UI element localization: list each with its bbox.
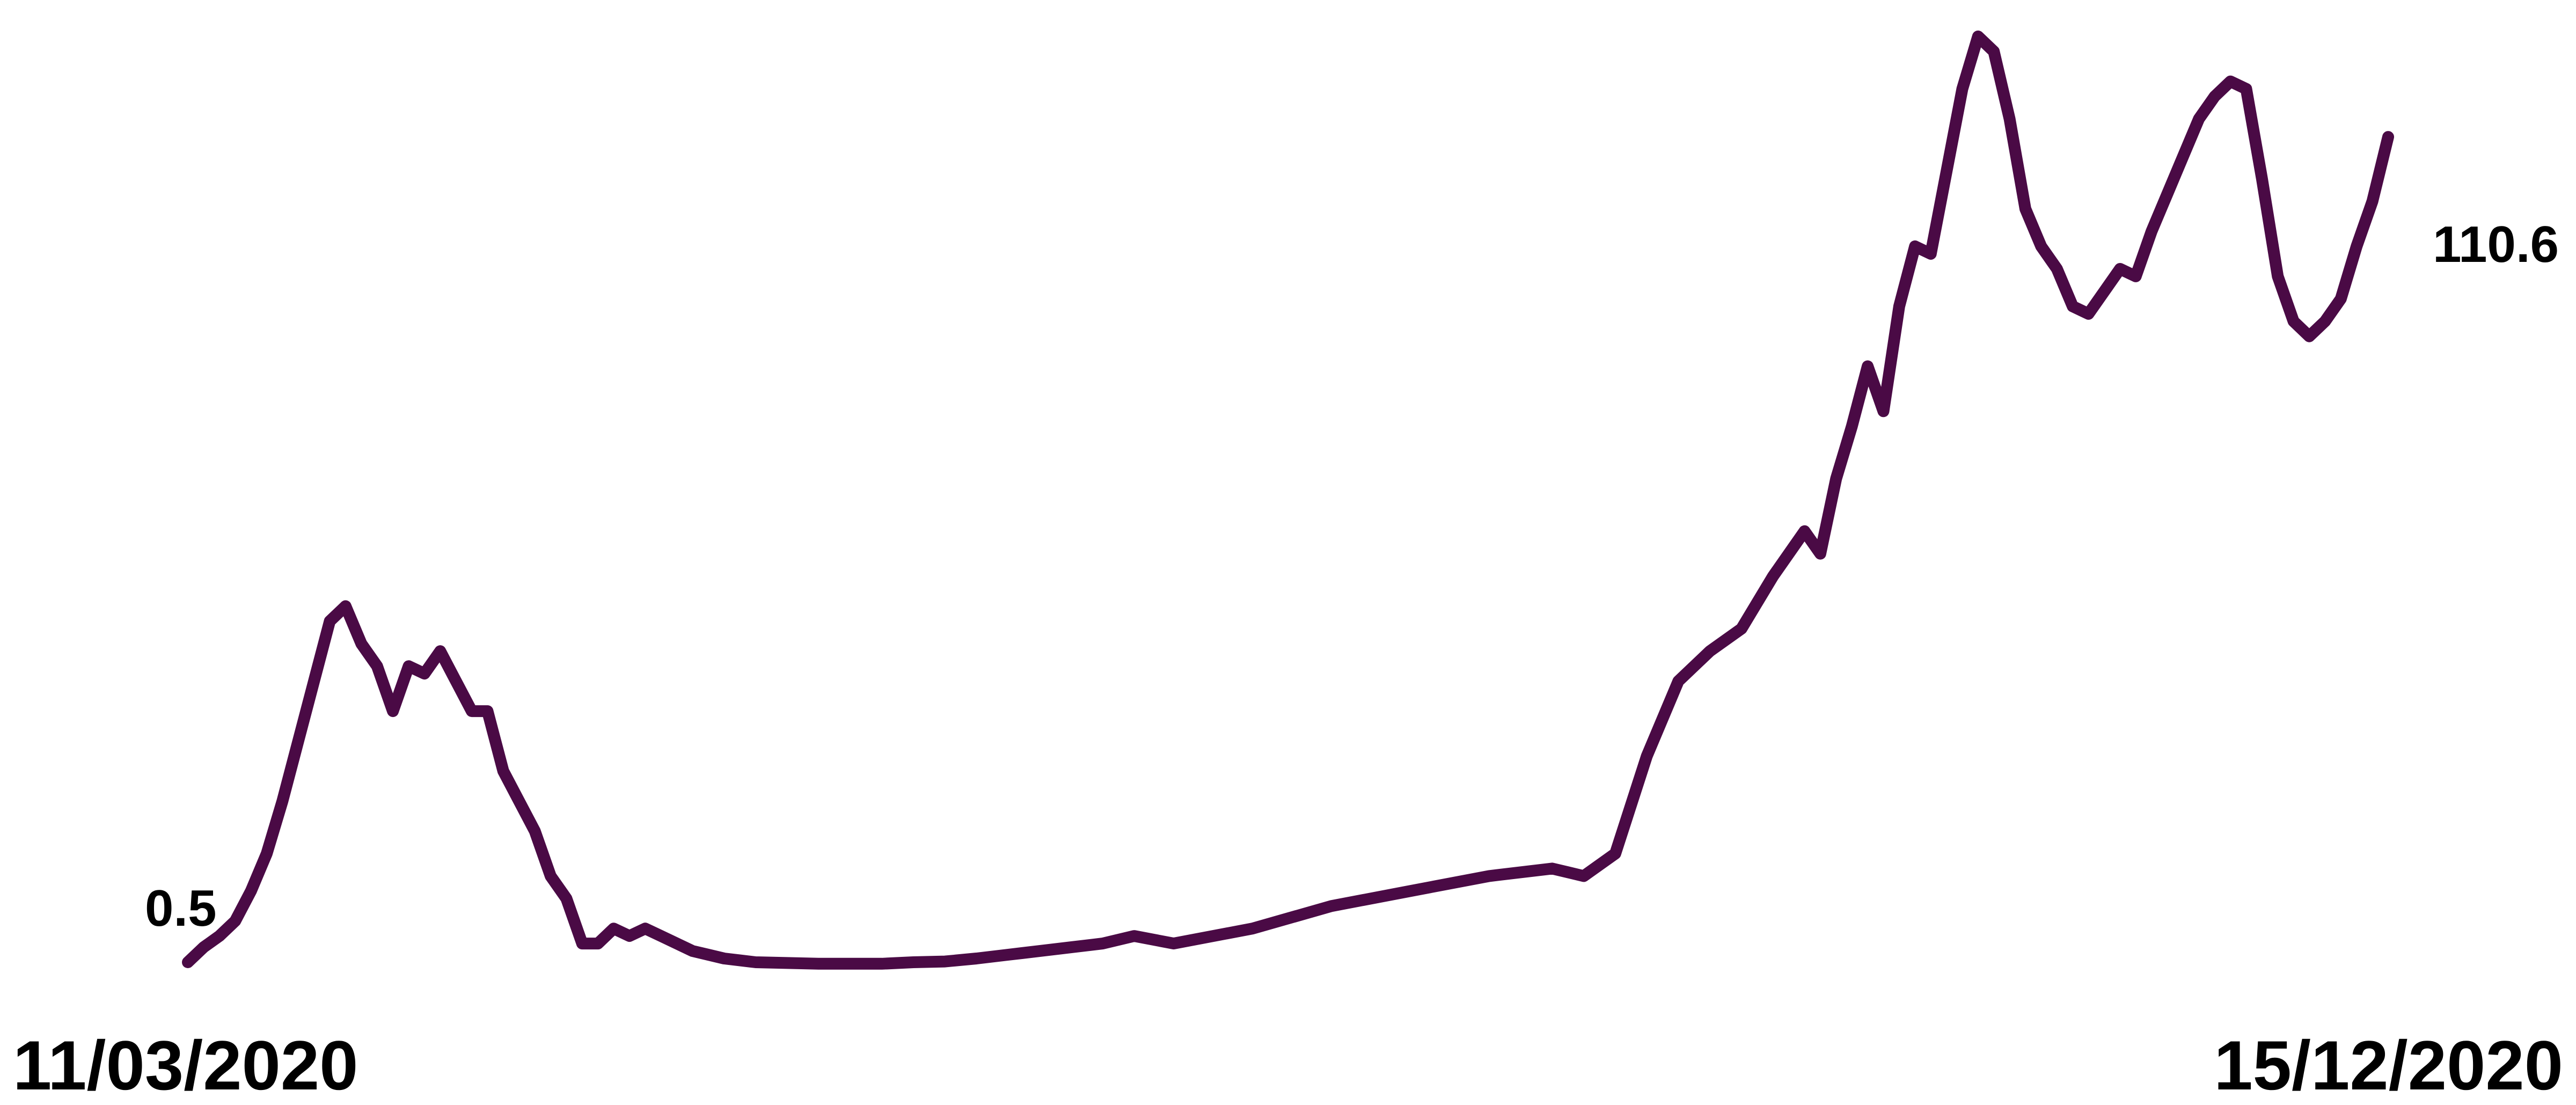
x-start-date-label: 11/03/2020 [13,1026,358,1104]
end-value-label: 110.6 [2433,216,2559,273]
start-value-label: 0.5 [145,880,216,937]
series-line [182,30,2394,970]
plot-area [182,30,2394,970]
x-end-date-label: 15/12/2020 [2214,1026,2563,1104]
